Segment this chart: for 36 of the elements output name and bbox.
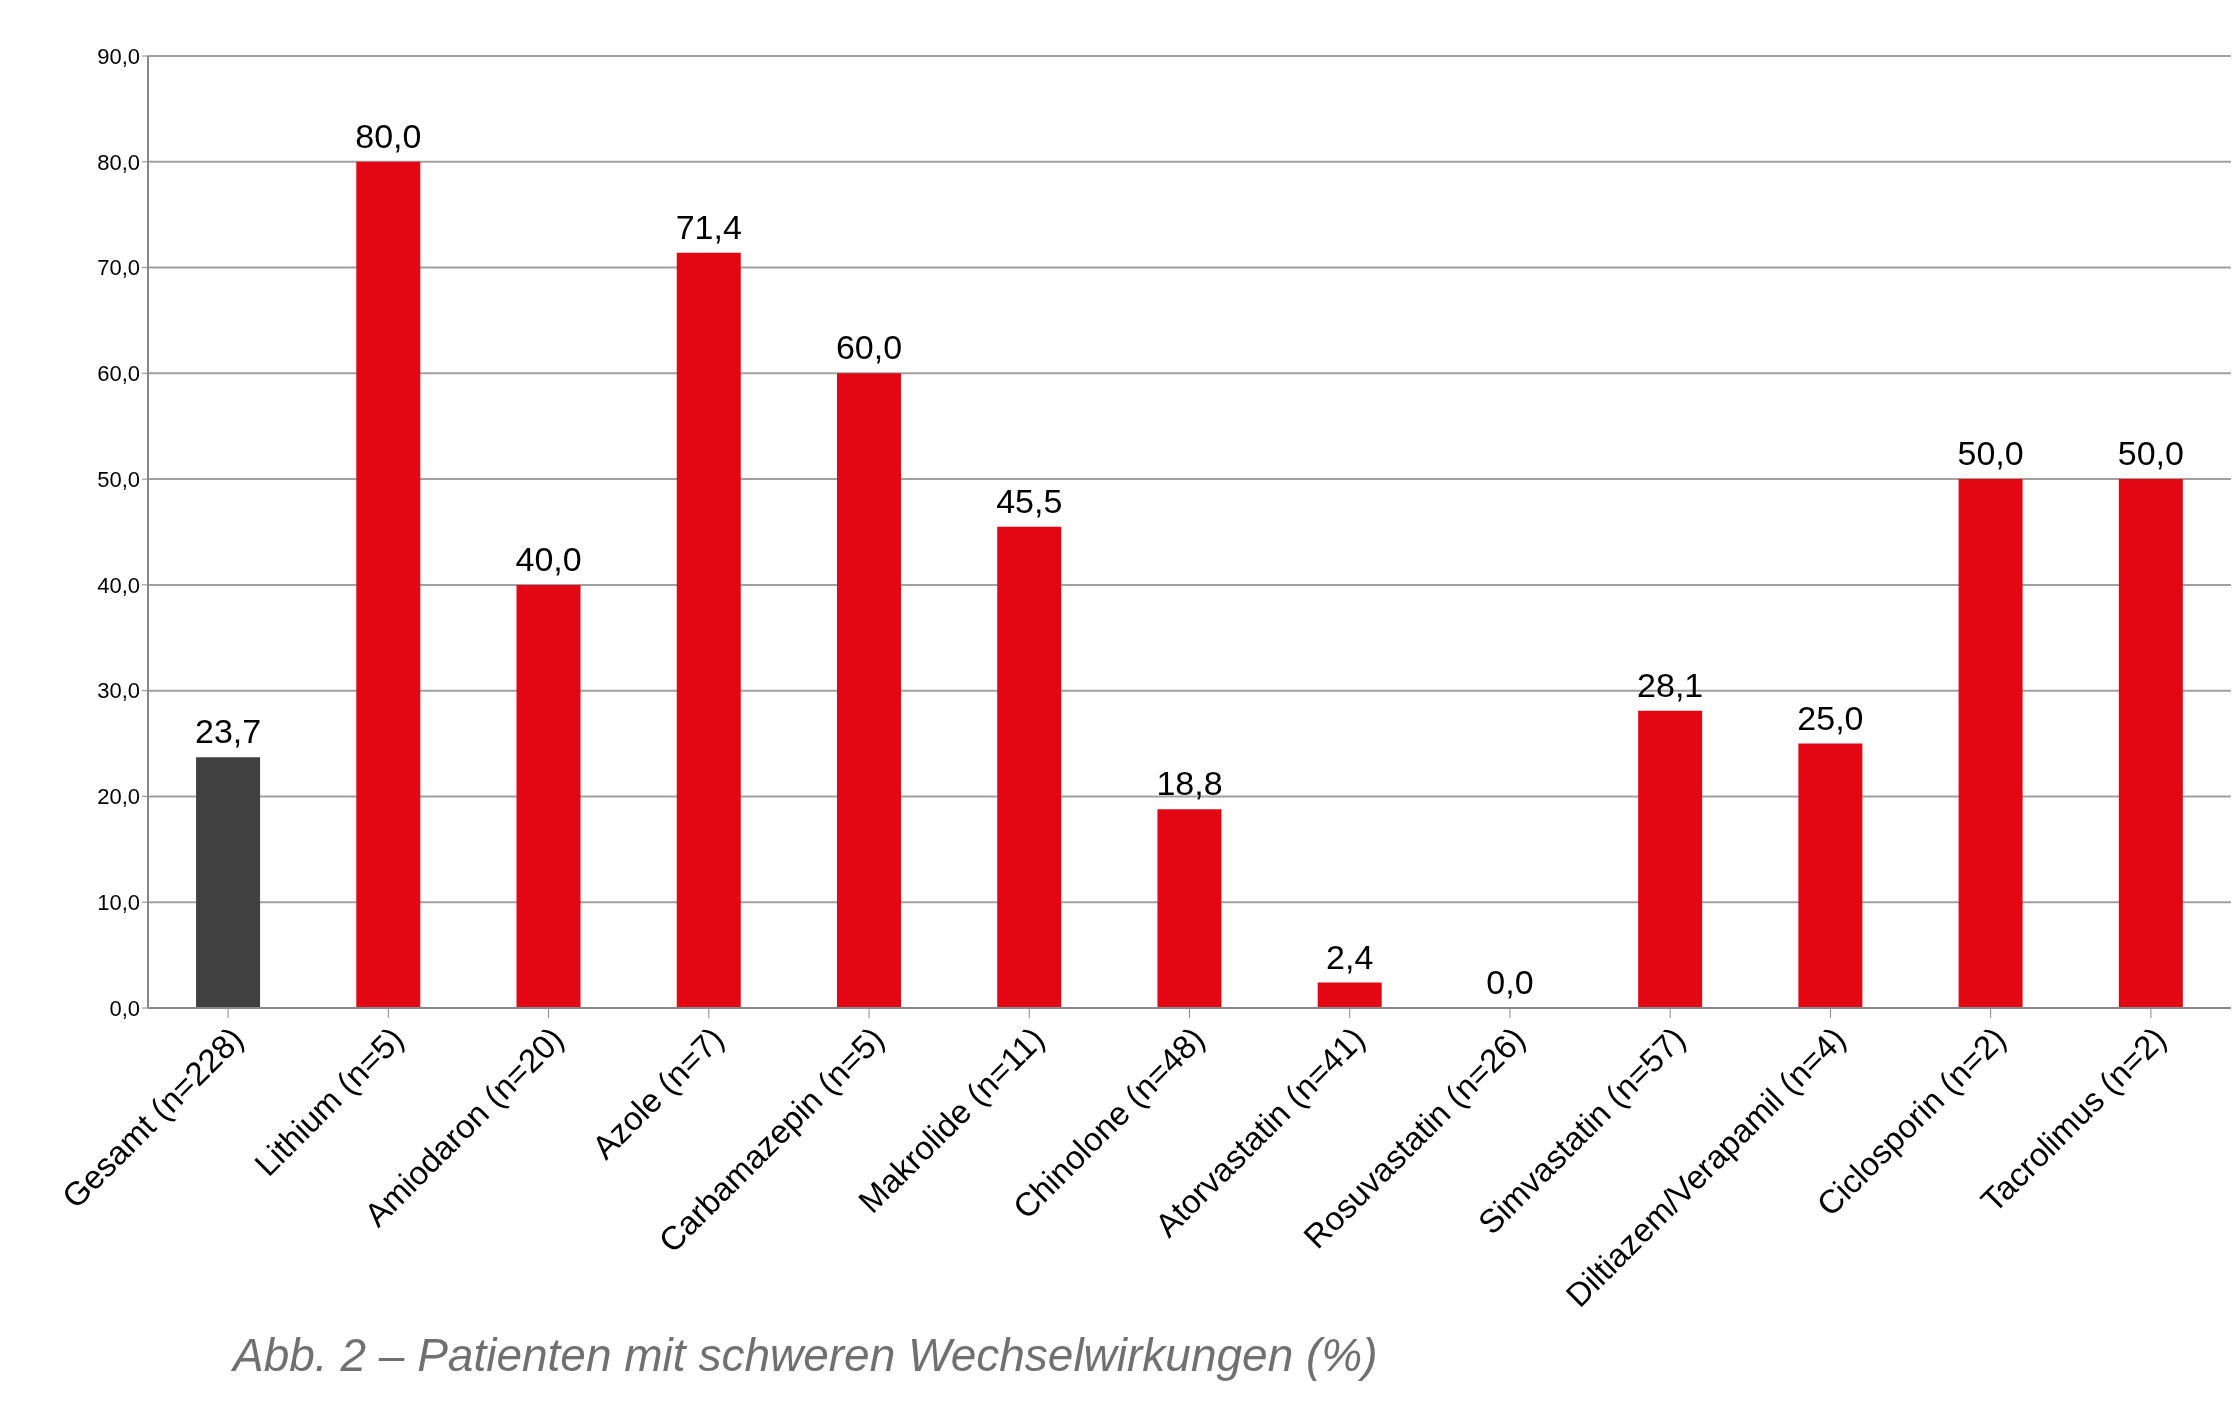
bar xyxy=(356,161,421,1008)
data-label: 40,0 xyxy=(515,539,582,578)
y-tick-label: 0,0 xyxy=(109,995,140,1021)
bar xyxy=(1958,479,2023,1008)
caption: Abb. 2 – Patienten mit schweren Wechselwirkungen (%) xyxy=(233,1328,1379,1382)
data-label: 18,8 xyxy=(1156,764,1223,803)
y-tick-label: 40,0 xyxy=(97,572,140,598)
bar xyxy=(1157,809,1222,1008)
bar xyxy=(516,584,581,1008)
data-label: 71,4 xyxy=(675,207,742,246)
y-tick-label: 80,0 xyxy=(97,149,140,175)
bar xyxy=(676,252,741,1008)
data-label: 80,0 xyxy=(355,116,422,155)
y-tick-label: 50,0 xyxy=(97,466,140,492)
y-tick-label: 70,0 xyxy=(97,255,140,281)
y-tick-label: 30,0 xyxy=(97,678,140,704)
y-tick-label: 90,0 xyxy=(97,43,140,69)
bar xyxy=(1317,982,1382,1008)
data-label: 23,7 xyxy=(195,712,262,751)
bar xyxy=(1638,710,1703,1008)
data-label: 60,0 xyxy=(835,328,903,367)
bar xyxy=(2118,479,2183,1008)
bar xyxy=(1798,743,1863,1008)
data-label: 25,0 xyxy=(1797,698,1864,737)
data-label: 45,5 xyxy=(996,481,1063,520)
bar xyxy=(196,757,261,1008)
data-label: 0,0 xyxy=(1486,963,1534,1001)
data-label: 2,4 xyxy=(1326,937,1374,976)
data-label: 50,0 xyxy=(2117,434,2184,473)
y-tick-label: 10,0 xyxy=(97,890,140,916)
data-label: 28,1 xyxy=(1637,665,1704,704)
y-tick-label: 20,0 xyxy=(97,784,140,810)
y-tick-label: 60,0 xyxy=(97,361,140,387)
bar xyxy=(997,526,1062,1008)
data-label: 50,0 xyxy=(1957,434,2024,473)
bar xyxy=(836,373,901,1008)
